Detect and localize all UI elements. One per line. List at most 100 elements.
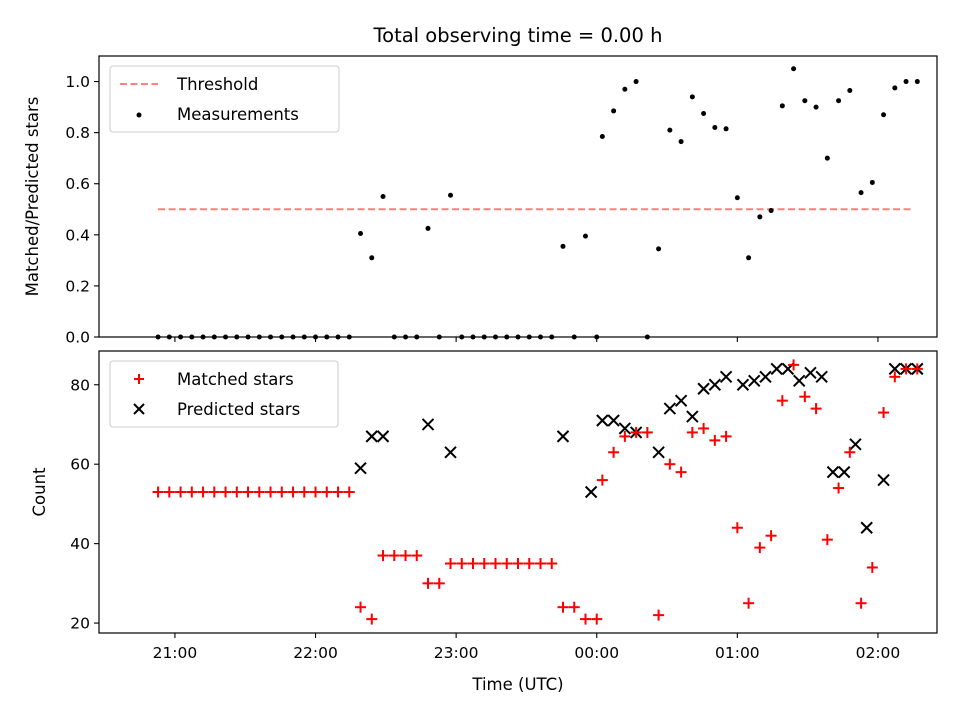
top-legend: Threshold Measurements [109,65,340,133]
matched-star-point [630,426,642,438]
measurement-point [802,98,808,104]
matched-star-point [698,422,710,434]
matched-star-point [321,486,333,498]
bottom-marks [152,359,924,625]
matched-star-point [523,557,535,569]
predicted-star-point [354,461,367,475]
predicted-star-point [719,370,733,384]
bottom-x-tick-label: 21:00 [153,644,198,662]
measurement-point [779,103,785,109]
predicted-star-point [686,410,699,423]
measurement-point [560,243,566,249]
bottom-x-tick-label: 22:00 [293,644,338,662]
measurement-point [358,231,364,237]
matched-star-point [568,601,580,613]
matched-star-point [175,486,187,498]
matched-legend-marker [134,374,144,384]
top-y-tick-label: 0.2 [65,277,90,295]
measurement-point [633,79,639,85]
matched-star-point [208,486,220,498]
matched-star-point [557,601,569,613]
predicted-star-point [888,362,902,376]
top-axes-frame [98,55,938,338]
measurement-point [768,208,774,214]
measurement-point [903,79,909,85]
matched-star-point [512,557,524,569]
predicted-star-point [759,370,772,384]
x-axis-label: Time (UTC) [471,675,563,694]
bottom-x-tick-label: 02:00 [856,644,901,662]
matched-star-point [776,395,788,407]
matched-star-point [433,577,445,589]
matched-star-point [388,550,400,562]
matched-star-point [731,522,743,534]
matched-star-point [343,486,355,498]
measurement-point [425,225,431,231]
matched-star-point [664,458,676,470]
predicted-star-point [849,438,862,451]
matched-star-point [422,577,434,589]
measurement-point [656,246,662,252]
predicted-star-point [618,422,632,435]
matched-star-point [900,363,912,375]
matched-star-point [332,486,344,498]
predicted-star-point [365,430,378,443]
matched-star-point [754,542,766,554]
matched-star-point [911,363,923,375]
matched-star-point [478,557,490,569]
measurement-point [599,133,605,139]
measurement-point [836,98,842,104]
predicted-star-point [421,418,435,431]
bottom-y-tick-label: 60 [70,456,90,474]
matched-star-point [765,530,777,542]
matched-star-point [579,613,591,625]
predicted-star-point [596,414,609,427]
predicted-star-point [815,370,828,384]
matched-star-point [641,426,653,438]
measurement-point [611,108,617,114]
bottom-x-tick-label: 01:00 [715,644,760,662]
measurement-point [746,255,752,261]
measurement-point [701,110,707,116]
predicted-star-point [837,465,851,479]
matched-star-point [501,557,513,569]
matched-star-point [400,550,412,562]
measurement-point [881,112,887,118]
bottom-x-tick-label: 23:00 [434,644,479,662]
predicted-star-point [607,414,620,427]
matched-star-point [720,430,732,442]
matched-star-point [788,359,800,371]
matched-star-point [833,482,845,494]
measurement-point [622,86,628,92]
top-y-tick-label: 0.4 [65,226,90,244]
matched-star-point [799,391,811,403]
predicted-legend-label: Predicted stars [177,400,300,419]
bottom-legend-box [109,360,339,428]
matched-star-point [366,613,378,625]
measurement-point [369,255,375,261]
top-y-tick-label: 0.6 [65,175,90,193]
bottom-y-ticks: 20 40 60 80 [70,376,99,633]
predicted-star-point [376,430,390,443]
matched-star-point [355,601,367,613]
bottom-legend: Matched stars Predicted stars [109,360,339,428]
measurement-point [734,195,740,201]
matched-star-point [653,609,665,621]
matched-star-point [231,486,243,498]
matched-star-point [743,597,755,609]
bottom-x-ticks: 21:00 22:00 23:00 00:00 01:00 02:00 [153,633,901,662]
top-chart-title: Total observing time = 0.00 h [373,24,663,47]
top-panel: 0.0 0.2 0.4 0.6 0.8 1.0 Matched/Predicted sta… [23,55,938,347]
predicted-star-point [697,382,710,395]
predicted-star-point [748,374,761,387]
bottom-y-axis-label: Count [30,467,49,517]
predicted-star-point [663,402,677,415]
matched-star-point [186,486,198,498]
measurement-point [712,125,718,131]
threshold-legend-label: Threshold [176,75,258,94]
matched-star-point [298,486,310,498]
matched-star-point [866,561,878,573]
matched-star-point [596,474,608,486]
matched-star-point [220,486,232,498]
